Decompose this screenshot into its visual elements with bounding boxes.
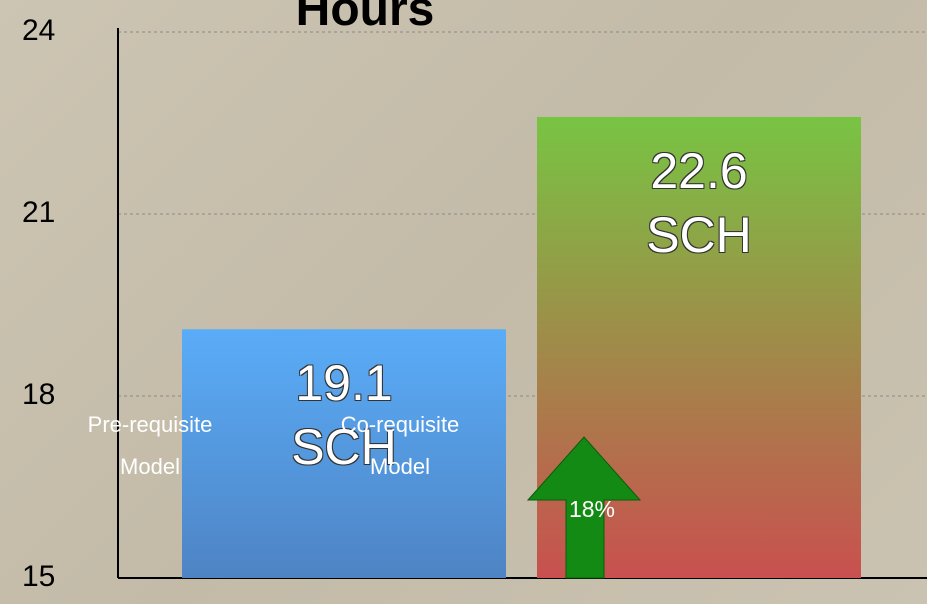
x-tick-label: Co-requisite Model — [340, 412, 460, 479]
data-label: 22.6 SCH — [646, 142, 752, 263]
annotation: 18% — [568, 496, 616, 522]
bar — [182, 329, 506, 578]
arrow — [526, 436, 642, 579]
chart-title: Hours — [295, 0, 435, 36]
y-tick-label: 15 — [22, 560, 56, 593]
y-tick-label: 21 — [22, 196, 56, 229]
x-tick-label: Pre-requisite Model — [87, 412, 213, 479]
data-label: 19.1 SCH — [291, 355, 397, 476]
y-tick-label: 18 — [22, 378, 56, 411]
y-tick-label: 24 — [22, 14, 56, 47]
